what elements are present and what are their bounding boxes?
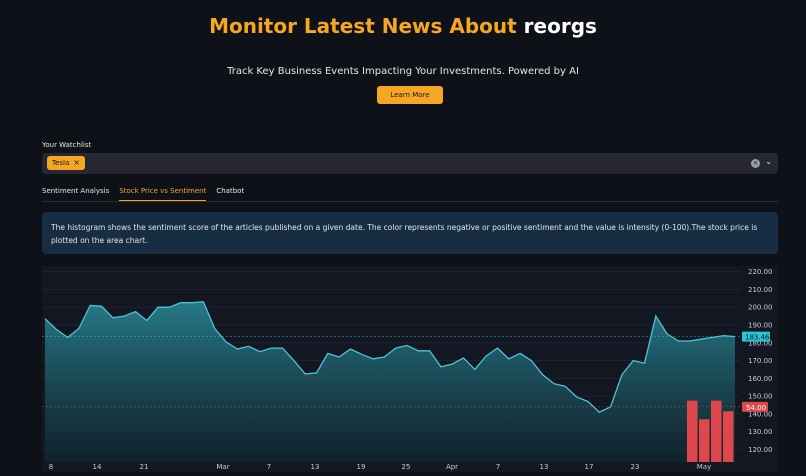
sentiment-bar (699, 419, 710, 462)
remove-tag-icon[interactable]: × (73, 158, 80, 167)
info-box: The histogram shows the sentiment score … (42, 212, 778, 254)
tab-bar: Sentiment Analysis Stock Price vs Sentim… (42, 187, 244, 201)
sentiment-marker (742, 401, 768, 412)
x-tick-label: 17 (585, 463, 594, 471)
y-tick-label: 180.00 (748, 339, 773, 347)
last-price-marker (742, 331, 770, 342)
x-tick-label: 13 (540, 463, 549, 471)
y-tick-label: 220.00 (748, 268, 773, 276)
tab-stock-price-vs-sentiment[interactable]: Stock Price vs Sentiment (119, 187, 207, 201)
watchlist-multiselect[interactable]: Tesla × × ⌄ (42, 153, 778, 174)
y-tick-label: 200.00 (748, 304, 773, 312)
watchlist-tag: Tesla × (47, 156, 85, 170)
sentiment-bar (687, 400, 698, 462)
x-tick-label: 7 (267, 463, 271, 471)
chevron-down-icon[interactable]: ⌄ (765, 157, 772, 166)
title-accent: Monitor Latest News About (209, 14, 517, 38)
y-tick-label: 170.00 (748, 357, 773, 365)
sentiment-bar (723, 411, 734, 462)
tab-divider (42, 201, 778, 202)
x-tick-label: 7 (496, 463, 500, 471)
price-area (45, 301, 735, 462)
x-tick-label: May (697, 463, 711, 471)
y-tick-label: 210.00 (748, 286, 773, 294)
x-tick-label: 25 (402, 463, 411, 471)
y-tick-label: 120.00 (748, 446, 773, 454)
x-tick-label: Mar (216, 463, 229, 471)
x-tick-label: Apr (446, 463, 458, 471)
sentiment-bar (711, 400, 722, 462)
page-title: Monitor Latest News About reorgs (0, 14, 806, 38)
x-tick-label: 23 (631, 463, 640, 471)
y-tick-label: 160.00 (748, 375, 773, 383)
sentiment-label: 54.00 (746, 404, 766, 412)
x-tick-label: 8 (49, 463, 53, 471)
page-subtitle: Track Key Business Events Impacting Your… (227, 66, 579, 77)
x-tick-label: 14 (93, 463, 102, 471)
y-tick-label: 140.00 (748, 410, 773, 418)
x-tick-label: 13 (311, 463, 320, 471)
y-tick-label: 150.00 (748, 393, 773, 401)
watchlist-label: Your Watchlist (42, 141, 92, 149)
y-tick-label: 190.00 (748, 321, 773, 329)
learn-more-button[interactable]: Learn More (377, 86, 443, 104)
chart-svg: 120.00 130.00 140.00 150.00 160.00 170.00 180.… (42, 266, 778, 472)
price-line (44, 301, 736, 413)
x-tick-label: 21 (140, 463, 149, 471)
x-tick-label: 19 (357, 463, 366, 471)
clear-icon[interactable]: × (751, 159, 760, 168)
tab-sentiment-analysis[interactable]: Sentiment Analysis (42, 187, 110, 195)
title-ticker: reorgs (523, 14, 597, 38)
y-tick-label: 130.00 (748, 428, 773, 436)
last-price-label: 183.46 (745, 334, 770, 342)
watchlist-tag-label: Tesla (52, 159, 70, 167)
tab-chatbot[interactable]: Chatbot (216, 187, 245, 195)
price-sentiment-chart[interactable]: 120.00 130.00 140.00 150.00 160.00 170.00 180.… (42, 266, 778, 472)
